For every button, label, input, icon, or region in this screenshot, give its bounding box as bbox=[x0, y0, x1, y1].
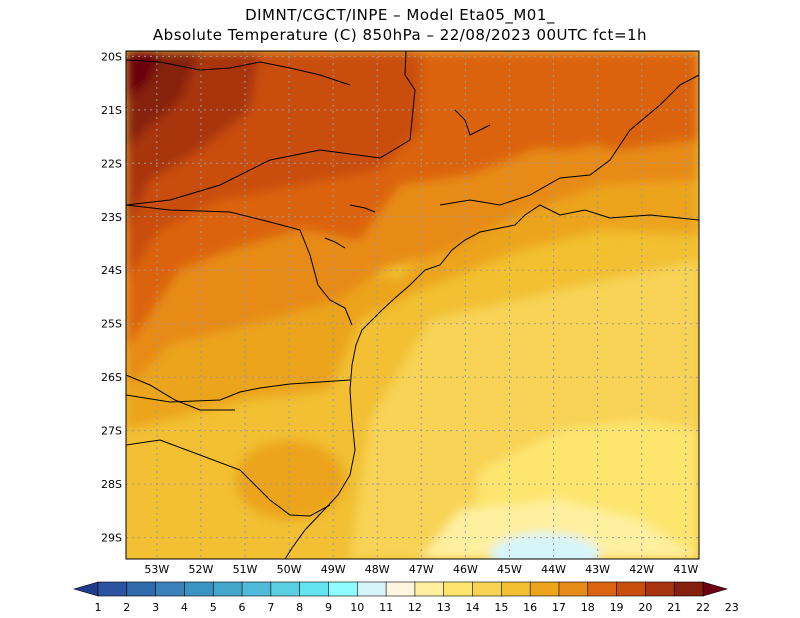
lon-label: 48W bbox=[365, 563, 390, 576]
colorbar-swatch bbox=[356, 581, 387, 597]
colorbar-swatch bbox=[414, 581, 445, 597]
colorbar-max-arrow bbox=[702, 581, 729, 597]
colorbar-label: 20 bbox=[638, 601, 652, 614]
reservoir-c bbox=[324, 237, 346, 249]
colorbar-label: 5 bbox=[210, 601, 217, 614]
lon-label: 44W bbox=[541, 563, 566, 576]
lon-label: 52W bbox=[188, 563, 213, 576]
lon-label: 45W bbox=[497, 563, 522, 576]
colorbar-label: 13 bbox=[437, 601, 451, 614]
colorbar-swatch bbox=[587, 581, 618, 597]
colorbar-swatch bbox=[501, 581, 531, 597]
colorbar-label: 19 bbox=[610, 601, 624, 614]
colorbar-swatch bbox=[616, 581, 647, 597]
reservoir-a bbox=[454, 109, 491, 136]
colorbar-swatch bbox=[270, 581, 301, 597]
colorbar-label: 21 bbox=[667, 601, 681, 614]
colorbar-swatch bbox=[126, 581, 157, 597]
lon-label: 51W bbox=[233, 563, 258, 576]
colorbar-label: 1 bbox=[95, 601, 102, 614]
lat-label: 29S bbox=[101, 532, 122, 545]
colorbar-label: 7 bbox=[267, 601, 274, 614]
colorbar-swatch bbox=[443, 581, 474, 597]
warm-spot-south bbox=[235, 440, 345, 520]
state-border-mg-rj bbox=[439, 74, 699, 206]
lat-label: 25S bbox=[101, 318, 122, 331]
lon-label: 50W bbox=[277, 563, 302, 576]
colorbar-label: 17 bbox=[552, 601, 566, 614]
lat-label: 22S bbox=[101, 157, 122, 170]
lat-label: 26S bbox=[101, 371, 122, 384]
colorbar-swatch bbox=[673, 581, 704, 597]
colorbar-label: 10 bbox=[350, 601, 364, 614]
band-12 bbox=[420, 500, 699, 559]
coastline bbox=[284, 204, 699, 559]
colorbar-label: 14 bbox=[466, 601, 480, 614]
colorbar-label: 6 bbox=[239, 601, 246, 614]
colorbar-swatch bbox=[212, 581, 243, 597]
map-title-line-1: DIMNT/CGCT/INPE – Model Eta05_M01_ bbox=[245, 6, 555, 24]
colorbar-label: 11 bbox=[379, 601, 393, 614]
lon-label: 41W bbox=[673, 563, 698, 576]
colorbar-swatch bbox=[385, 581, 416, 597]
colorbar-label: 16 bbox=[523, 601, 537, 614]
map-boundaries bbox=[126, 51, 699, 559]
colorbar-label: 3 bbox=[152, 601, 159, 614]
latitude-labels: 20S 21S 22S 23S 24S 25S 26S 27S 28S 29S bbox=[101, 50, 122, 544]
colorbar-swatch bbox=[529, 581, 560, 597]
colorbar-swatch bbox=[328, 581, 359, 597]
colorbar-swatch bbox=[299, 581, 330, 597]
lat-label: 27S bbox=[101, 425, 122, 438]
border-ms-north bbox=[126, 59, 351, 86]
colorbar-swatch bbox=[155, 581, 186, 597]
lon-label: 49W bbox=[321, 563, 346, 576]
colorbar: 1 2 3 4 5 6 7 8 9 10 11 12 13 14 15 16 17 18 19 20 21 22 23 bbox=[72, 581, 739, 614]
band-22 bbox=[126, 51, 160, 100]
longitude-labels: 53W 52W 51W 50W 49W 48W 47W 46W 45W 44W 43W 42W 41W bbox=[144, 563, 698, 576]
colorbar-label: 23 bbox=[725, 601, 739, 614]
lat-label: 28S bbox=[101, 478, 122, 491]
colorbar-label: 8 bbox=[296, 601, 303, 614]
lat-label: 21S bbox=[101, 104, 122, 117]
colorbar-label: 12 bbox=[408, 601, 422, 614]
lon-label: 47W bbox=[409, 563, 434, 576]
colorbar-label: 4 bbox=[181, 601, 188, 614]
lon-label: 53W bbox=[144, 563, 169, 576]
state-border-mg-sp bbox=[126, 51, 416, 206]
lat-label: 23S bbox=[101, 211, 122, 224]
colorbar-label: 2 bbox=[123, 601, 130, 614]
state-border-sp-pr bbox=[126, 204, 353, 326]
lon-label: 43W bbox=[585, 563, 610, 576]
colorbar-swatch bbox=[97, 581, 128, 597]
lon-label: 46W bbox=[453, 563, 478, 576]
state-border-sc-rs bbox=[126, 439, 331, 517]
colorbar-swatch bbox=[184, 581, 215, 597]
reservoir-b bbox=[349, 204, 376, 213]
colorbar-label: 9 bbox=[325, 601, 332, 614]
colorbar-swatch bbox=[472, 581, 503, 597]
colorbar-swatch bbox=[645, 581, 675, 597]
lat-label: 20S bbox=[101, 50, 122, 63]
lat-label: 24S bbox=[101, 264, 122, 277]
lon-label: 42W bbox=[629, 563, 654, 576]
band-16 bbox=[126, 170, 699, 430]
colorbar-label: 15 bbox=[494, 601, 508, 614]
map-frame bbox=[125, 50, 700, 560]
international-border-west bbox=[126, 374, 235, 411]
cool-pocket-south bbox=[490, 533, 600, 559]
lat-lon-grid bbox=[126, 51, 699, 559]
colorbar-label: 22 bbox=[696, 601, 710, 614]
map-title-line-2: Absolute Temperature (C) 850hPa – 22/08/… bbox=[152, 26, 648, 44]
colorbar-min-arrow bbox=[72, 581, 99, 597]
colorbar-label: 18 bbox=[581, 601, 595, 614]
temperature-field bbox=[126, 51, 699, 559]
colorbar-swatch bbox=[558, 581, 589, 597]
colorbar-swatch bbox=[241, 581, 272, 597]
